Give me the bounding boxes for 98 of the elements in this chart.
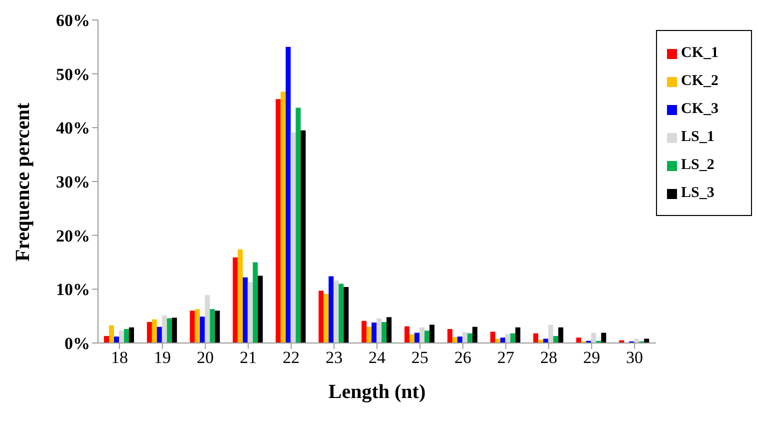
bar (119, 330, 124, 343)
bar (200, 316, 205, 343)
x-tick-label: 29 (583, 348, 600, 368)
x-tick-label: 22 (282, 348, 300, 368)
x-tick-label: 26 (454, 348, 472, 368)
bar (109, 325, 114, 343)
bar (505, 334, 510, 343)
legend-label: LS_1 (681, 129, 714, 145)
bar (190, 310, 195, 343)
bar (204, 295, 210, 343)
x-tick-label: 30 (626, 348, 644, 368)
bar (124, 329, 130, 343)
bar (324, 294, 329, 343)
y-tick-label: 60% (56, 11, 90, 30)
y-tick-label: 10% (56, 280, 90, 300)
bar (334, 280, 339, 343)
bar (366, 326, 372, 343)
bar (162, 316, 167, 343)
bar (166, 318, 172, 343)
y-tick-label: 20% (56, 226, 90, 246)
bar (634, 338, 640, 343)
y-tick-label: 30% (56, 172, 90, 192)
bar (429, 324, 434, 343)
y-tick-label: 0% (64, 334, 90, 354)
bar (490, 332, 496, 343)
y-tick-label: 50% (56, 64, 90, 84)
bar (242, 277, 248, 343)
x-tick-label: 24 (368, 348, 386, 368)
bar (214, 310, 220, 343)
bar (424, 330, 430, 343)
bar (232, 257, 238, 343)
bar (553, 336, 558, 343)
bar (467, 333, 472, 343)
bar (500, 338, 506, 343)
bar (290, 132, 296, 343)
bar (591, 332, 596, 343)
bar (296, 108, 301, 343)
x-tick-label: 23 (326, 348, 343, 368)
legend-label: CK_2 (681, 73, 718, 89)
bar (252, 262, 258, 343)
bar (300, 130, 306, 343)
bar (328, 276, 334, 343)
bar (344, 287, 349, 343)
bar (419, 327, 424, 343)
bar (457, 336, 462, 343)
y-tick-label: 40% (56, 118, 90, 138)
bar (447, 329, 452, 343)
bar (280, 92, 286, 343)
bar (238, 249, 243, 343)
bar (452, 337, 458, 343)
legend-label: LS_3 (681, 185, 714, 201)
bar (114, 336, 120, 343)
x-tick-label: 25 (411, 348, 428, 368)
bar (152, 319, 157, 343)
bar (362, 320, 367, 343)
bar (472, 326, 478, 343)
bar (576, 338, 582, 343)
bar (414, 332, 420, 343)
bar (601, 332, 606, 343)
bar (558, 327, 564, 343)
bar (495, 338, 500, 343)
legend-label: CK_1 (681, 45, 718, 61)
bar (104, 336, 110, 343)
bar (172, 318, 177, 343)
bar (276, 99, 281, 343)
bar (318, 290, 324, 343)
bar (533, 333, 538, 343)
bar (156, 326, 162, 343)
bar (129, 327, 134, 343)
x-axis-title: Length (nt) (328, 381, 426, 403)
bar (386, 317, 392, 343)
legend-label: CK_3 (681, 101, 718, 117)
bar (248, 282, 253, 343)
bar (510, 333, 516, 343)
y-axis-title: Frequence percent (12, 102, 34, 262)
bar (338, 284, 344, 343)
bar (146, 322, 152, 343)
bar (462, 332, 468, 343)
bar (644, 338, 650, 343)
x-tick-label: 21 (240, 348, 257, 368)
bar (404, 326, 410, 343)
legend-label: LS_2 (681, 157, 714, 173)
x-tick-label: 28 (540, 348, 558, 368)
bar (543, 338, 548, 343)
bar (194, 309, 200, 343)
bar (372, 322, 377, 343)
bar (258, 276, 263, 343)
bar (515, 327, 520, 343)
bar (548, 324, 554, 343)
x-tick-label: 27 (497, 348, 515, 368)
bar (210, 309, 215, 343)
bar (382, 322, 387, 343)
x-tick-label: 20 (196, 348, 214, 368)
bar (409, 334, 414, 343)
bar (286, 46, 291, 343)
x-tick-label: 19 (154, 348, 171, 368)
x-tick-label: 18 (110, 348, 128, 368)
bar (376, 318, 382, 343)
